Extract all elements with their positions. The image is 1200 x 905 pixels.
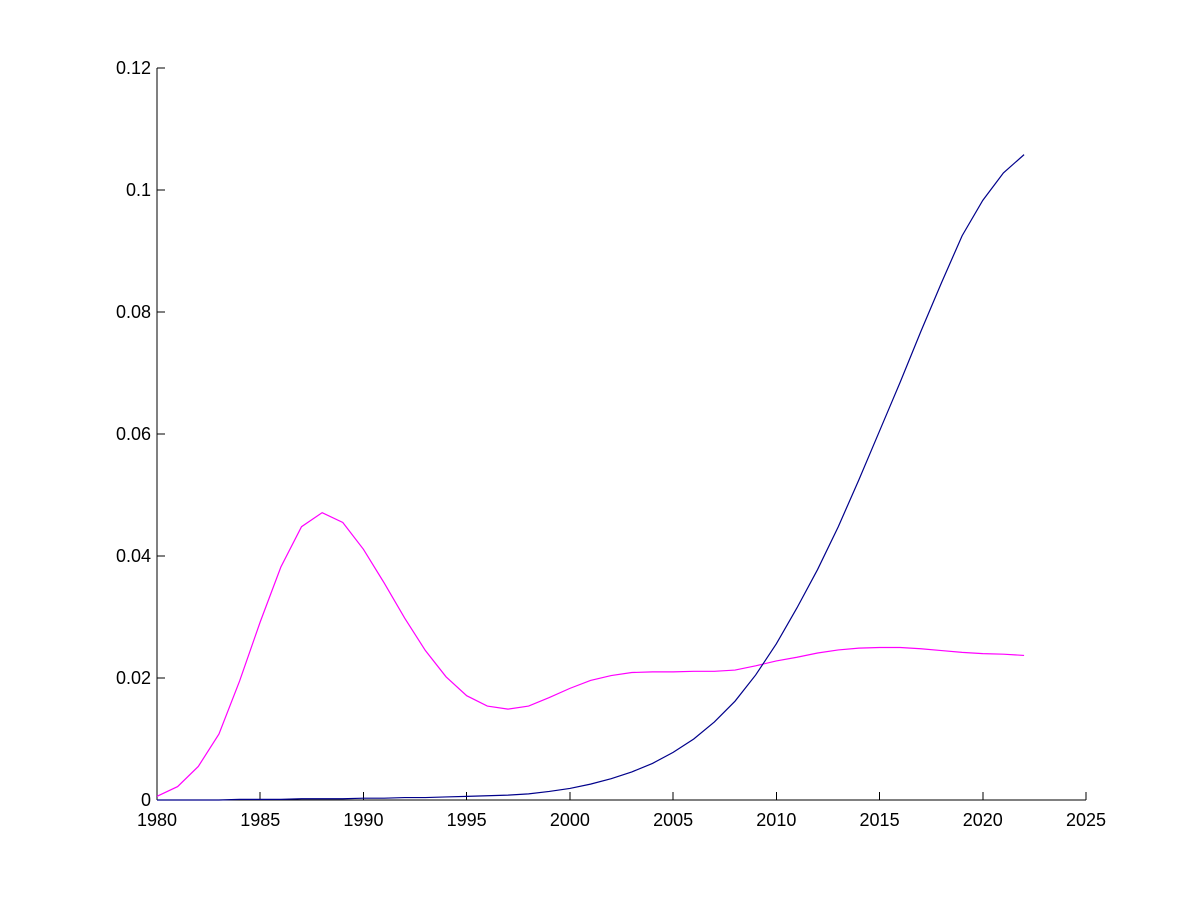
x-tick-label: 2010 [756, 810, 796, 830]
series-line-2 [157, 154, 1025, 801]
x-tick-label: 2025 [1066, 810, 1106, 830]
x-tick-label: 1995 [447, 810, 487, 830]
x-axis-ticks: 1980 1985 1990 1995 2000 2005 2010 2015 2020 2025 [137, 792, 1106, 830]
axes [156, 68, 1086, 801]
x-tick-label: 1985 [240, 810, 280, 830]
series-lines [156, 154, 1025, 801]
y-tick-label: 0.1 [126, 180, 151, 200]
y-tick-label: 0.08 [116, 302, 151, 322]
y-tick-label: 0 [141, 790, 151, 810]
x-tick-label: 1990 [343, 810, 383, 830]
x-tick-label: 2015 [860, 810, 900, 830]
y-tick-label: 0.02 [116, 668, 151, 688]
x-tick-label: 2005 [653, 810, 693, 830]
y-axis-ticks: 0 0.02 0.04 0.06 0.08 0.1 0.12 [116, 58, 165, 810]
y-tick-label: 0.12 [116, 58, 151, 78]
y-tick-label: 0.06 [116, 424, 151, 444]
x-tick-label: 1980 [137, 810, 177, 830]
x-tick-label: 2020 [963, 810, 1003, 830]
x-tick-label: 2000 [550, 810, 590, 830]
series-line-1 [156, 512, 1025, 797]
y-tick-label: 0.04 [116, 546, 151, 566]
